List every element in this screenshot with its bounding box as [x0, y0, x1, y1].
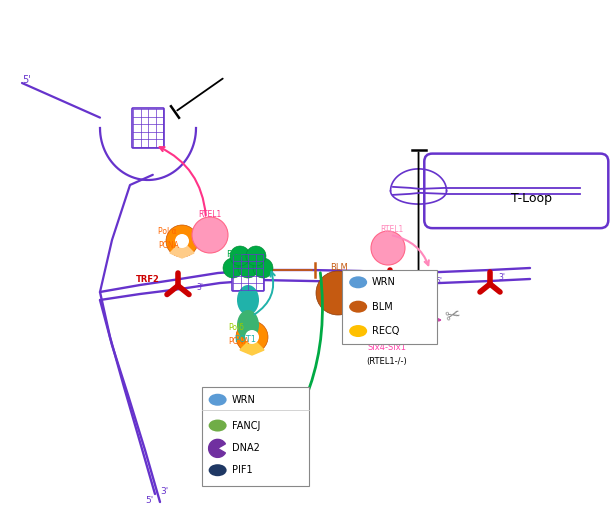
Text: TRF2: TRF2	[373, 291, 397, 300]
Text: T-Loop: T-Loop	[511, 192, 552, 205]
Ellipse shape	[237, 285, 259, 315]
Text: WRN: WRN	[372, 277, 396, 287]
Wedge shape	[208, 439, 225, 458]
Circle shape	[316, 271, 360, 315]
Ellipse shape	[349, 276, 367, 288]
Text: RPA: RPA	[226, 250, 242, 259]
Ellipse shape	[208, 419, 227, 432]
Text: RECQ: RECQ	[372, 326, 400, 336]
Text: BLM: BLM	[330, 263, 348, 272]
Text: ✂: ✂	[444, 306, 463, 327]
Text: FANCJ: FANCJ	[232, 420, 260, 431]
Ellipse shape	[349, 325, 367, 337]
Text: Polδ: Polδ	[228, 323, 244, 332]
Text: TRF1: TRF1	[345, 293, 365, 302]
Text: (RTEL1-/-): (RTEL1-/-)	[367, 357, 408, 366]
Circle shape	[236, 321, 268, 353]
Text: DNA2: DNA2	[232, 443, 260, 454]
Circle shape	[245, 330, 259, 344]
Text: SIx4-SIx1: SIx4-SIx1	[367, 343, 406, 352]
Circle shape	[223, 258, 243, 278]
Circle shape	[371, 231, 405, 265]
Circle shape	[253, 258, 273, 278]
Polygon shape	[240, 338, 264, 355]
Circle shape	[192, 217, 228, 253]
Text: RTEL1: RTEL1	[380, 225, 403, 234]
Bar	[202, 387, 309, 486]
Text: 5': 5'	[435, 277, 442, 286]
Text: 3': 3'	[498, 273, 505, 282]
FancyBboxPatch shape	[132, 108, 164, 148]
Ellipse shape	[237, 310, 259, 340]
Text: 5': 5'	[22, 75, 31, 85]
Polygon shape	[366, 295, 408, 335]
Circle shape	[238, 258, 258, 278]
Text: BLM: BLM	[372, 302, 393, 312]
Ellipse shape	[349, 301, 367, 313]
Ellipse shape	[208, 394, 227, 406]
Circle shape	[175, 234, 189, 248]
Circle shape	[246, 246, 266, 266]
Text: 5': 5'	[145, 496, 153, 505]
Text: PIF1: PIF1	[232, 465, 252, 475]
Polygon shape	[170, 241, 194, 258]
Circle shape	[166, 225, 198, 257]
Text: RTEL1: RTEL1	[198, 210, 221, 219]
Text: 3': 3'	[196, 283, 203, 292]
Text: PCNA: PCNA	[158, 241, 179, 250]
Circle shape	[230, 246, 250, 266]
Ellipse shape	[208, 464, 227, 476]
Text: WRN: WRN	[232, 395, 255, 405]
Text: TRF2: TRF2	[136, 275, 160, 284]
Text: POT1: POT1	[234, 335, 256, 344]
Text: Pol α: Pol α	[158, 227, 177, 236]
Text: PCNA: PCNA	[228, 337, 249, 346]
Bar	[342, 270, 437, 344]
Text: 3': 3'	[160, 487, 168, 496]
FancyBboxPatch shape	[424, 154, 609, 228]
FancyBboxPatch shape	[232, 253, 264, 291]
